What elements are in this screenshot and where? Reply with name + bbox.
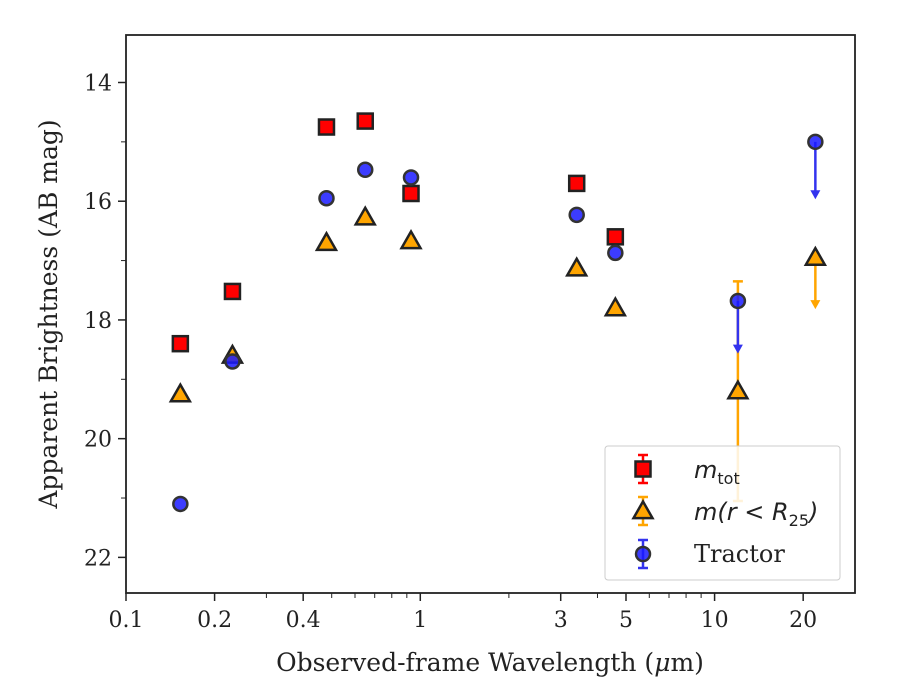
data-point <box>314 230 339 252</box>
y-axis-title: Apparent Brightness (AB mag) <box>34 119 63 509</box>
x-tick-label: 1 <box>413 608 427 633</box>
data-point <box>606 228 625 246</box>
plot-frame <box>125 34 856 594</box>
legend-label-mr25: m(r < R25) <box>694 498 818 530</box>
x-axis-title: Observed-frame Wavelength (μm) <box>276 648 704 677</box>
legend-box <box>604 445 841 581</box>
data-point <box>168 382 193 403</box>
data-point <box>399 228 423 250</box>
legend: mtot m(r < R25) Tractor <box>604 445 841 581</box>
x-tick-label: 10 <box>701 608 729 633</box>
axis-ticks: 0.1 0.2 0.4 1 3 5 10 20 14 16 18 20 22 <box>84 71 817 633</box>
data-point <box>565 256 589 277</box>
y-tick-label: 22 <box>84 546 112 571</box>
y-tick-label: 20 <box>84 428 112 453</box>
data-point <box>356 161 374 179</box>
data-point <box>172 495 189 513</box>
data-point <box>402 184 420 203</box>
upper-limit-arrowhead <box>732 344 743 354</box>
data-point <box>317 118 336 136</box>
data-point <box>356 112 374 130</box>
series-circle <box>172 133 824 513</box>
legend-markers <box>631 453 655 570</box>
data-point <box>607 244 624 262</box>
data-point <box>353 205 377 226</box>
y-tick-label: 14 <box>84 71 112 96</box>
y-tick-label: 18 <box>84 309 112 334</box>
legend-label-tractor: Tractor <box>694 540 785 568</box>
y-tick-label: 16 <box>84 190 112 215</box>
legend-marker-circle <box>634 545 652 563</box>
data-point <box>603 296 627 317</box>
data-marks <box>168 112 828 513</box>
upper-limit-arrowhead <box>810 300 821 310</box>
data-point <box>729 292 747 310</box>
legend-marker-square <box>634 460 652 478</box>
x-tick-label: 3 <box>554 608 568 633</box>
data-point <box>171 334 190 353</box>
x-tick-label: 20 <box>789 608 817 633</box>
data-point <box>223 282 242 301</box>
x-tick-label: 5 <box>619 608 633 633</box>
series-square <box>171 112 625 353</box>
legend-marker-triangle <box>631 498 655 520</box>
data-point <box>567 174 586 193</box>
x-tick-label: 0.4 <box>286 608 321 633</box>
data-point <box>807 133 824 151</box>
data-point <box>803 245 828 266</box>
data-point <box>402 169 420 186</box>
data-point <box>726 379 750 400</box>
data-point <box>568 206 585 224</box>
upper-limit-arrowhead <box>810 190 821 200</box>
data-point <box>318 189 335 207</box>
x-tick-label: 0.1 <box>109 608 144 633</box>
x-tick-label: 0.2 <box>197 608 232 633</box>
data-point <box>224 353 241 370</box>
legend-label-mtot: mtot <box>694 456 740 488</box>
